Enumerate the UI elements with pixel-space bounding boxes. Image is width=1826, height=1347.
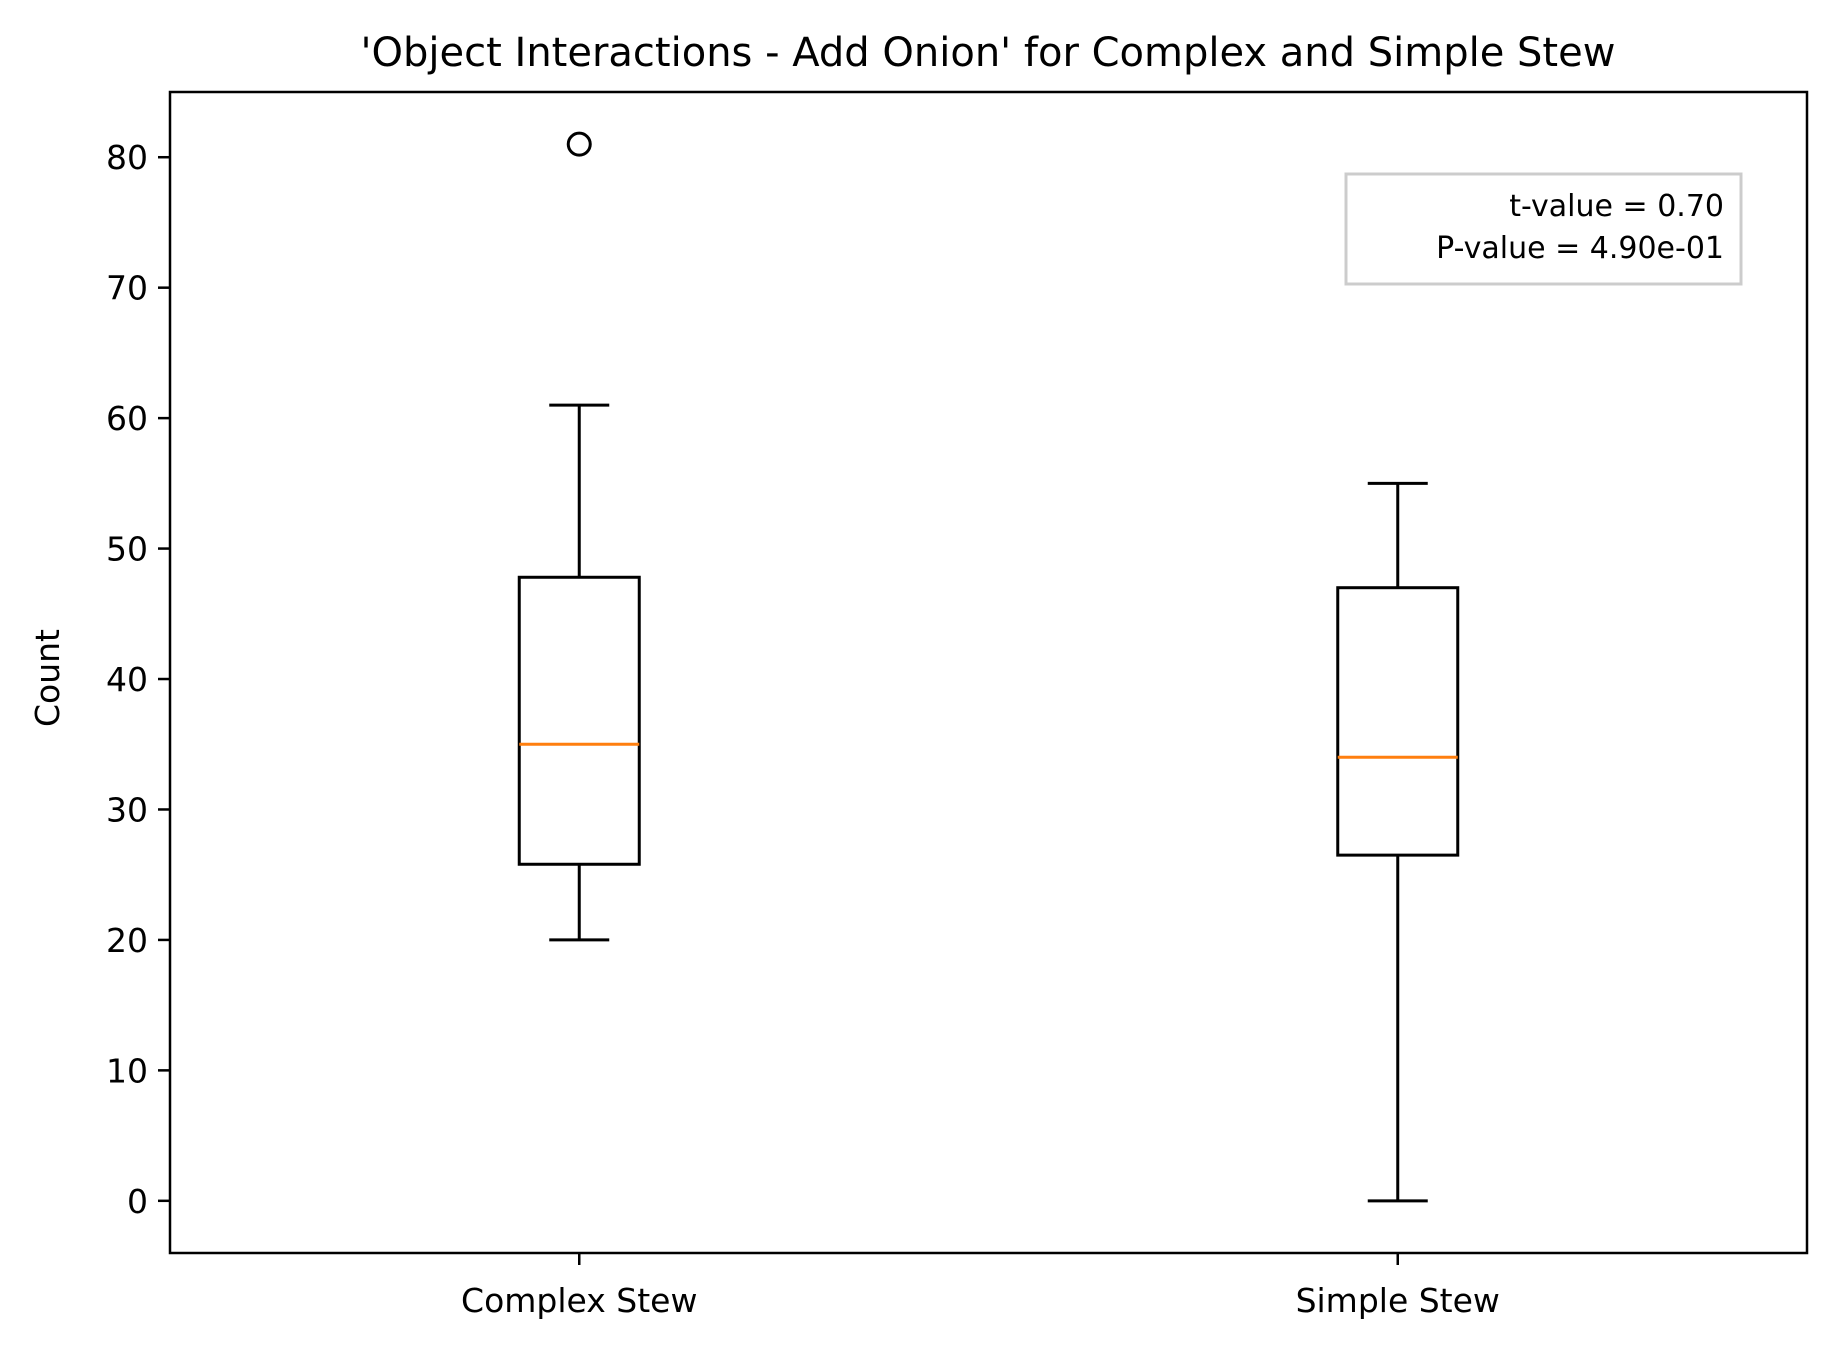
stats-annotation-box: t-value = 0.70 P-value = 4.90e-01 (1344, 172, 1743, 286)
box-iqr (1336, 586, 1460, 857)
y-tick-label: 30 (106, 790, 148, 829)
y-tick-label: 60 (106, 399, 148, 438)
y-tick-label: 80 (106, 138, 148, 177)
chart-title: 'Object Interactions - Add Onion' for Co… (361, 30, 1616, 76)
y-tick-label: 40 (106, 660, 148, 699)
x-axis-ticks: Complex Stew Simple Stew (461, 1253, 1500, 1320)
t-value-text: t-value = 0.70 (1509, 189, 1724, 224)
y-tick-label: 70 (106, 269, 148, 308)
y-tick-label: 20 (106, 921, 148, 960)
y-axis-label: Count (28, 629, 67, 727)
box-group (517, 131, 641, 942)
x-tick-label: Simple Stew (1296, 1281, 1500, 1320)
plot-area (168, 90, 1809, 1255)
y-tick-label: 0 (127, 1182, 148, 1221)
box-group (1336, 481, 1460, 1203)
boxes (517, 131, 1460, 1203)
x-tick-label: Complex Stew (461, 1281, 697, 1320)
y-tick-label: 50 (106, 530, 148, 569)
outlier-point (566, 131, 592, 157)
stats-annotation-frame (1344, 172, 1743, 286)
plot-frame (168, 90, 1809, 1255)
y-tick-label: 10 (106, 1051, 148, 1090)
y-axis-ticks: 0 10 20 30 40 50 60 70 80 (106, 138, 170, 1221)
box-iqr (517, 575, 641, 866)
p-value-text: P-value = 4.90e-01 (1436, 231, 1724, 266)
